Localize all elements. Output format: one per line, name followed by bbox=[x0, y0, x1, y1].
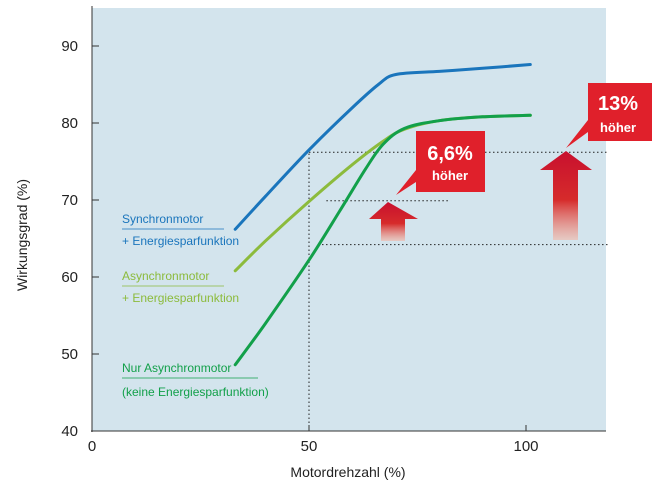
y-tick-label: 60 bbox=[61, 269, 78, 286]
y-axis-title: Wirkungsgrad (%) bbox=[14, 179, 30, 291]
legend-synchronmotor: Synchronmotor + Energiesparfunktion bbox=[122, 212, 239, 248]
callout-sub: höher bbox=[432, 168, 468, 183]
series-line bbox=[233, 63, 532, 231]
up-arrow-icon bbox=[540, 151, 592, 240]
legend-nur-asynchronmotor: Nur Asynchronmotor (keine Energiesparfun… bbox=[122, 361, 269, 399]
x-tick-label: 0 bbox=[88, 438, 96, 455]
up-arrow-icon bbox=[369, 202, 418, 241]
series-line bbox=[233, 113, 532, 367]
y-tick-label: 40 bbox=[61, 423, 78, 440]
series-lines bbox=[233, 63, 532, 367]
x-tick-label: 100 bbox=[513, 438, 538, 455]
callout-sub: höher bbox=[600, 120, 636, 135]
y-tick-label: 70 bbox=[61, 192, 78, 209]
x-axis-title: Motordrehzahl (%) bbox=[290, 464, 405, 480]
y-tick-label: 80 bbox=[61, 115, 78, 132]
callout-value: 6,6% bbox=[427, 143, 473, 165]
series-label-line1: Synchronmotor bbox=[122, 212, 203, 226]
plot-background bbox=[92, 8, 606, 431]
series-label-line1: Asynchronmotor bbox=[122, 269, 209, 283]
callout-box bbox=[396, 131, 485, 195]
callout-box bbox=[566, 83, 652, 148]
callout-large: 13% höher bbox=[540, 83, 652, 240]
series-label-line1: Nur Asynchronmotor bbox=[122, 361, 231, 375]
series-label-line2: (keine Energiesparfunktion) bbox=[122, 385, 269, 399]
series-label-line2: + Energiesparfunktion bbox=[122, 234, 239, 248]
axis-ticks bbox=[91, 45, 527, 432]
callout-value: 13% bbox=[598, 93, 638, 115]
x-tick-label: 50 bbox=[301, 438, 318, 455]
series-label-line2: + Energiesparfunktion bbox=[122, 291, 239, 305]
y-tick-label: 90 bbox=[61, 38, 78, 55]
y-tick-label: 50 bbox=[61, 346, 78, 363]
callout-small: 6,6% höher bbox=[369, 131, 485, 241]
legend-asynchronmotor: Asynchronmotor + Energiesparfunktion bbox=[122, 269, 239, 305]
